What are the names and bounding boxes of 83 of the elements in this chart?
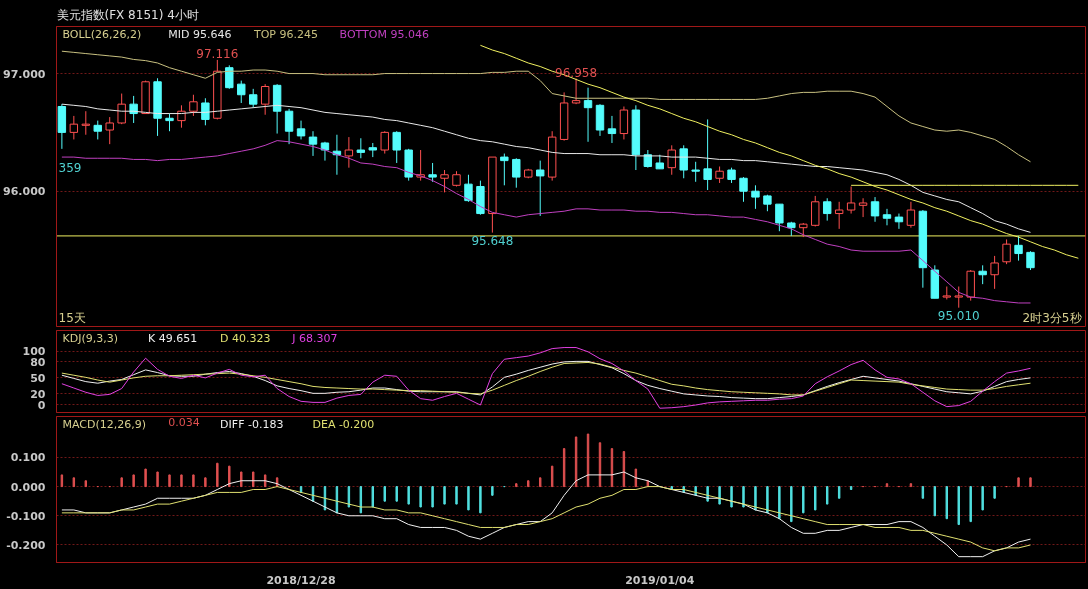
candlestick bbox=[308, 130, 318, 157]
candlestick bbox=[811, 195, 820, 227]
text: DEA -0.200 bbox=[312, 417, 375, 431]
candlestick bbox=[536, 160, 545, 217]
candlestick bbox=[882, 208, 892, 226]
candlestick bbox=[751, 184, 760, 210]
candlestick bbox=[1026, 250, 1035, 271]
candlestick bbox=[990, 255, 999, 290]
text: DIFF -0.183 bbox=[220, 417, 284, 431]
candlestick bbox=[870, 196, 880, 223]
candlestick bbox=[260, 83, 270, 116]
candlestick bbox=[105, 116, 114, 145]
candlestick bbox=[500, 153, 509, 186]
y-tick-label: 0.100 bbox=[10, 451, 46, 465]
candlestick bbox=[69, 115, 79, 140]
candlestick bbox=[607, 115, 617, 144]
candlestick bbox=[834, 201, 844, 230]
text: BOTTOM 95.046 bbox=[339, 27, 429, 41]
candlestick bbox=[894, 213, 904, 230]
candlestick bbox=[464, 174, 473, 203]
candlestick bbox=[978, 264, 987, 285]
candlestick bbox=[823, 197, 832, 222]
candlestick bbox=[440, 169, 449, 193]
candlestick bbox=[619, 106, 629, 140]
text: K 49.651 bbox=[148, 331, 198, 345]
y-tick-label: 50 bbox=[30, 371, 46, 385]
candlestick bbox=[356, 137, 366, 159]
y-tick-label: -0.200 bbox=[6, 538, 46, 552]
annotation: 95.648 bbox=[471, 233, 514, 248]
candlestick bbox=[201, 97, 210, 126]
candlestick bbox=[1002, 238, 1011, 265]
candlestick bbox=[846, 186, 856, 215]
text: 0.034 bbox=[168, 415, 200, 429]
text: TOP 96.245 bbox=[252, 27, 318, 41]
candlestick bbox=[703, 118, 712, 191]
legend-title: KDJ(9,3,3) bbox=[62, 331, 118, 345]
candlestick bbox=[344, 136, 354, 169]
annotation: 97.116 bbox=[196, 46, 239, 61]
candlestick bbox=[1014, 235, 1023, 262]
y-tick-label: -0.100 bbox=[6, 509, 46, 523]
y-tick-label: 0 bbox=[37, 398, 46, 412]
candlestick bbox=[380, 130, 389, 155]
legend-title: MACD(12,26,9) bbox=[62, 417, 147, 431]
y-tick-label: 97.000 bbox=[3, 67, 46, 81]
chart-title: 美元指数(FX 8151) 4小时 bbox=[56, 7, 199, 22]
candlestick bbox=[954, 286, 963, 309]
annotation: 15天 bbox=[58, 310, 86, 325]
text: D 40.323 bbox=[220, 331, 271, 345]
y-tick-label: 96.000 bbox=[3, 185, 46, 199]
candlestick bbox=[189, 94, 198, 117]
line-series bbox=[61, 50, 1031, 163]
line-series bbox=[61, 347, 1031, 409]
text: MID 95.646 bbox=[168, 27, 232, 41]
candlestick bbox=[296, 120, 306, 140]
candlestick bbox=[858, 197, 868, 218]
candlestick bbox=[129, 95, 138, 124]
candlestick bbox=[237, 80, 246, 104]
x-tick-label: 2019/01/04 bbox=[625, 573, 695, 587]
y-tick-label: 20 bbox=[30, 387, 46, 401]
candlestick bbox=[775, 203, 784, 232]
annotation: 359 bbox=[58, 161, 82, 175]
candlestick bbox=[667, 144, 676, 176]
candlestick bbox=[93, 120, 102, 140]
candlestick bbox=[392, 130, 401, 164]
candlestick bbox=[284, 108, 294, 145]
candlestick bbox=[583, 87, 593, 143]
line-series bbox=[61, 486, 1031, 552]
annotation: 95.010 bbox=[937, 308, 980, 323]
x-tick-label: 2018/12/28 bbox=[266, 573, 336, 587]
candlestick bbox=[117, 93, 126, 125]
annotation: 96.958 bbox=[555, 65, 598, 80]
legend-title: BOLL(26,26,2) bbox=[62, 27, 142, 41]
candlestick bbox=[906, 201, 916, 229]
y-tick-label: 0.000 bbox=[10, 480, 46, 494]
candlestick bbox=[512, 157, 521, 189]
candlestick bbox=[739, 176, 748, 203]
candlestick bbox=[428, 162, 437, 183]
candlestick bbox=[571, 78, 581, 105]
text: J 68.307 bbox=[291, 331, 338, 345]
candlestick bbox=[691, 161, 700, 183]
candlestick bbox=[81, 110, 90, 136]
annotation: 2时3分5秒 bbox=[1022, 310, 1082, 325]
candlestick bbox=[249, 88, 258, 109]
